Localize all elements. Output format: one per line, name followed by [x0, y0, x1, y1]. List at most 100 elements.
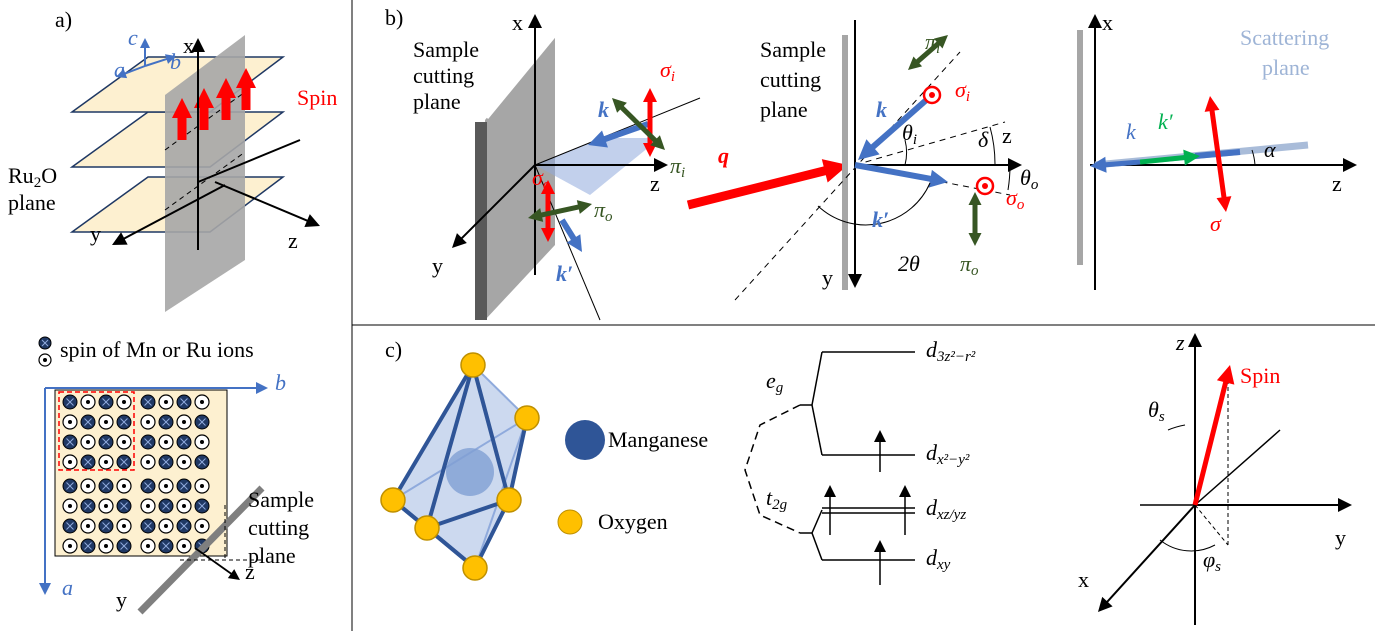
spin-dot [104, 460, 108, 464]
label: b) [385, 5, 403, 30]
arrow-head [874, 540, 886, 552]
arrow [688, 159, 848, 205]
label: z [1175, 330, 1185, 355]
arrow-head [929, 170, 948, 188]
spin-dot [182, 544, 186, 548]
label-part: φ [1203, 547, 1215, 572]
arrow [1195, 498, 1352, 512]
spin-dot [104, 420, 108, 424]
oxygen-ion [463, 556, 487, 580]
label-part: o [1017, 197, 1025, 213]
label: z [1332, 171, 1342, 196]
arrow-head [1338, 498, 1352, 512]
polarization-dot [982, 183, 988, 189]
label: spin of Mn or Ru ions [60, 337, 254, 362]
arrow [39, 388, 51, 595]
label: z [1002, 123, 1012, 148]
spin-dot [182, 460, 186, 464]
arrow-head [1217, 196, 1232, 212]
spin-dot [146, 544, 150, 548]
label-part: O [41, 163, 57, 188]
oxygen-ion [515, 406, 539, 430]
axis [1195, 430, 1280, 505]
label: x [512, 10, 523, 35]
arrow-head [643, 88, 657, 102]
spin-dot [122, 400, 126, 404]
arrow-head [848, 274, 862, 288]
arrow [1195, 365, 1234, 505]
label: dxz/yz [926, 495, 966, 523]
label: φs [1203, 547, 1221, 575]
spin-dot [182, 504, 186, 508]
label: z [245, 559, 255, 584]
label: α [1264, 137, 1276, 162]
arrow-shaft [562, 220, 575, 241]
label-part: s [1159, 409, 1165, 425]
label: d3z²−r² [926, 337, 976, 365]
spin-dot [122, 524, 126, 528]
bracket [812, 510, 822, 533]
label: plane [248, 543, 296, 568]
label: 2θ [898, 251, 920, 276]
label: k′ [1158, 109, 1174, 134]
label: k [876, 97, 887, 122]
label: πi [670, 153, 685, 181]
label: Ru2O [8, 163, 57, 191]
spin-dot [200, 400, 204, 404]
label-part: i [966, 89, 970, 105]
arrow-head [874, 430, 886, 442]
spin-dot [122, 484, 126, 488]
angle-arc [990, 127, 995, 165]
manganese-legend [565, 420, 605, 460]
label: y [1335, 525, 1346, 550]
spin-dot [86, 524, 90, 528]
arrow-head [654, 158, 668, 172]
spin-dot [43, 358, 47, 362]
spin-dot [146, 420, 150, 424]
label-part: θ [902, 120, 913, 145]
label: plane [760, 97, 808, 122]
label: cutting [413, 63, 474, 88]
arrow [1098, 505, 1195, 612]
label-part: o [1031, 177, 1039, 193]
arrow-head [588, 131, 608, 148]
arrow [899, 485, 911, 535]
label: z [288, 228, 298, 253]
label: y [432, 253, 443, 278]
spin-dot [86, 400, 90, 404]
label: plane [1262, 55, 1310, 80]
label: σi [955, 77, 970, 105]
label: k′ [872, 207, 889, 232]
label-part: 2 [34, 175, 42, 191]
label-part: i [913, 132, 917, 148]
spin-dot [68, 460, 72, 464]
label: Sample [760, 37, 826, 62]
arrow-head [1343, 158, 1357, 172]
spin-dot [86, 440, 90, 444]
spin-dot [104, 504, 108, 508]
polarization-dot [929, 92, 935, 98]
label-part: e [766, 368, 776, 393]
label: eg [766, 368, 784, 396]
spin-dot [164, 524, 168, 528]
arrow [874, 430, 886, 472]
label: θs [1148, 397, 1165, 425]
oxygen-ion [461, 353, 485, 377]
spin-dot [146, 460, 150, 464]
label: Spin [297, 85, 337, 110]
label: c [128, 25, 138, 50]
label-part: 2g [772, 497, 788, 513]
spin-dot [68, 420, 72, 424]
label: y [822, 265, 833, 290]
spin-dot [164, 400, 168, 404]
label-part: i [681, 165, 685, 181]
manganese-ion [446, 448, 494, 496]
label-part: θ [1148, 397, 1159, 422]
label-part: s [1215, 559, 1221, 575]
label-part: θ [1020, 165, 1031, 190]
arrow [1088, 14, 1102, 290]
label-part: i [936, 41, 940, 57]
label: dx²−y² [926, 440, 970, 468]
arrow-head [1088, 14, 1102, 28]
spin-dot [104, 544, 108, 548]
